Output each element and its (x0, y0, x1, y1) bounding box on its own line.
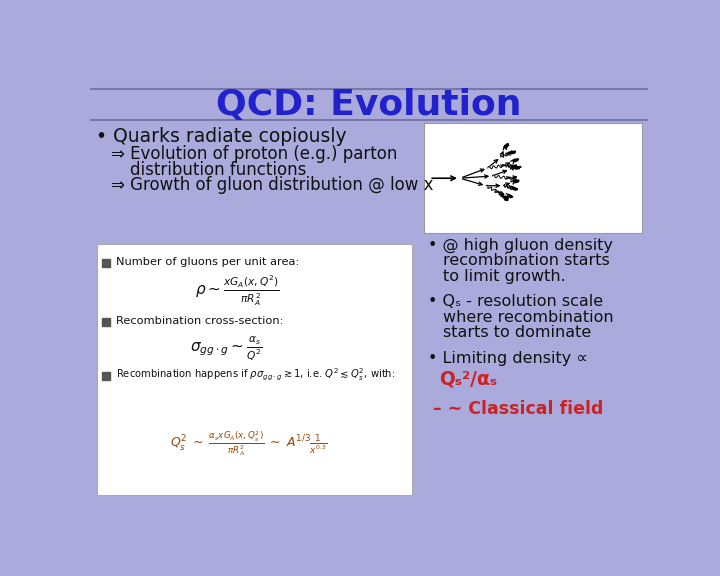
Text: • Limiting density ∝: • Limiting density ∝ (428, 351, 588, 366)
Text: starts to dominate: starts to dominate (444, 325, 591, 340)
Text: • Quarks radiate copiously: • Quarks radiate copiously (96, 127, 346, 146)
Text: $\sigma_{gg \cdot g} \sim \frac{\alpha_s}{Q^2}$: $\sigma_{gg \cdot g} \sim \frac{\alpha_s… (190, 335, 264, 362)
Text: recombination starts: recombination starts (444, 253, 610, 268)
Text: $\rho \sim \frac{xG_A(x,Q^2)}{\pi R_A^2}$: $\rho \sim \frac{xG_A(x,Q^2)}{\pi R_A^2}… (195, 274, 280, 308)
Text: • @ high gluon density: • @ high gluon density (428, 238, 613, 253)
Text: to limit growth.: to limit growth. (444, 268, 566, 284)
FancyBboxPatch shape (423, 123, 642, 233)
Text: Qₛ²/αₛ: Qₛ²/αₛ (438, 370, 497, 389)
Text: Recombination happens if $\rho\sigma_{gg \cdot g} \gtrsim 1$, i.e. $Q^2 \lesssim: Recombination happens if $\rho\sigma_{gg… (116, 366, 395, 383)
Text: distribution functions: distribution functions (130, 161, 307, 179)
FancyBboxPatch shape (96, 244, 412, 495)
Text: Recombination cross-section:: Recombination cross-section: (116, 316, 284, 325)
Text: $Q_s^2 \;\sim\; \frac{\alpha_s x G_A(x, Q_s^2)}{\pi R_A^2} \;\sim\; A^{1/3}\frac: $Q_s^2 \;\sim\; \frac{\alpha_s x G_A(x, … (170, 430, 328, 458)
Text: ⇒ Evolution of proton (e.g.) parton: ⇒ Evolution of proton (e.g.) parton (111, 145, 397, 164)
Text: Number of gluons per unit area:: Number of gluons per unit area: (116, 257, 300, 267)
Text: – ~ Classical field: – ~ Classical field (433, 400, 603, 418)
Text: QCD: Evolution: QCD: Evolution (216, 88, 522, 122)
Text: • Qₛ - resolution scale: • Qₛ - resolution scale (428, 294, 603, 309)
Text: where recombination: where recombination (444, 310, 614, 325)
Text: ⇒ Growth of gluon distribution @ low x: ⇒ Growth of gluon distribution @ low x (111, 176, 433, 195)
